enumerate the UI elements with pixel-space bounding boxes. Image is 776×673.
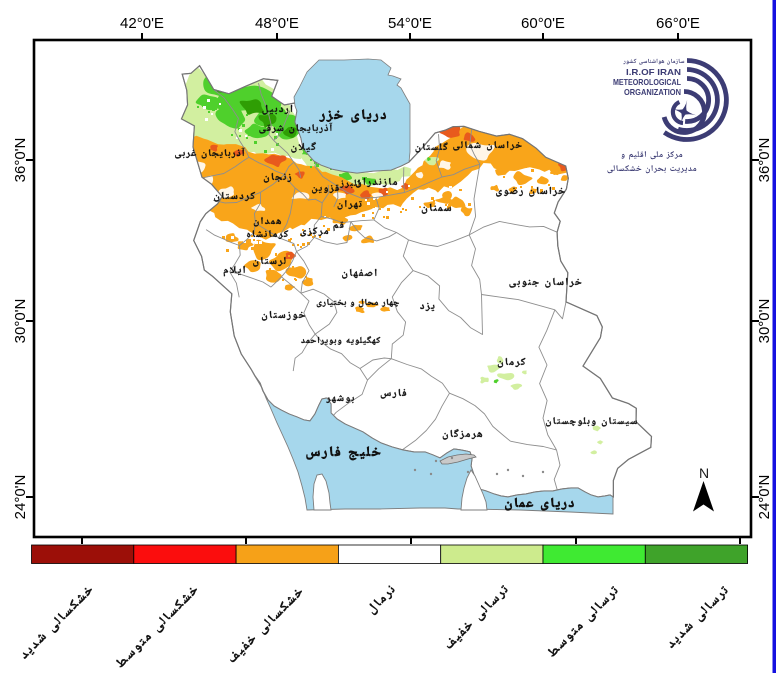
svg-text:METEOROLOGICAL: METEOROLOGICAL xyxy=(613,77,681,87)
svg-text:ORGANIZATION: ORGANIZATION xyxy=(624,87,681,97)
svg-text:36°0'N: 36°0'N xyxy=(12,138,29,183)
svg-text:24°0'N: 24°0'N xyxy=(756,475,773,520)
svg-text:N: N xyxy=(699,465,709,481)
svg-text:48°0'E: 48°0'E xyxy=(255,15,299,32)
svg-text:I.R.OF IRAN: I.R.OF IRAN xyxy=(626,67,681,77)
svg-text:36°0'N: 36°0'N xyxy=(756,138,773,183)
svg-text:42°0'E: 42°0'E xyxy=(120,15,164,32)
svg-text:24°0'N: 24°0'N xyxy=(12,475,29,520)
svg-text:30°0'N: 30°0'N xyxy=(12,299,29,344)
svg-text:54°0'E: 54°0'E xyxy=(388,15,432,32)
svg-text:30°0'N: 30°0'N xyxy=(756,299,773,344)
svg-text:66°0'E: 66°0'E xyxy=(656,15,700,32)
svg-text:60°0'E: 60°0'E xyxy=(521,15,565,32)
